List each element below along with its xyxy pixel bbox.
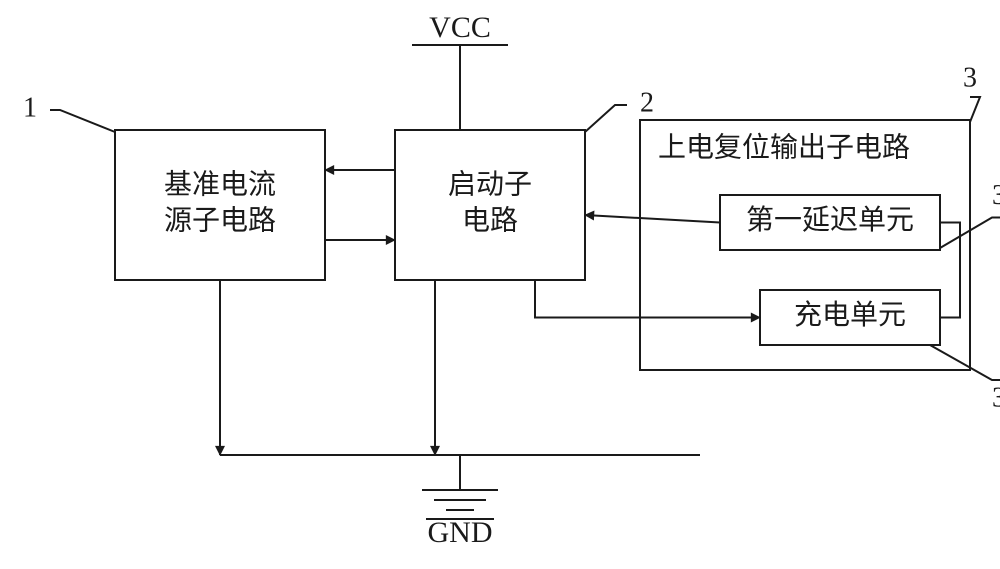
- vcc-label: VCC: [429, 11, 491, 44]
- block31-label: 充电单元: [794, 299, 906, 331]
- svg-text:31: 31: [992, 382, 1000, 413]
- gnd-label: GND: [428, 516, 493, 549]
- block2-label-line2: 电路: [462, 204, 518, 236]
- svg-text:32: 32: [992, 180, 1000, 211]
- block32-label: 第一延迟单元: [746, 204, 914, 236]
- svg-text:1: 1: [23, 92, 37, 123]
- block3-title: 上电复位输出子电路: [658, 131, 910, 163]
- block2-label-line1: 启动子: [448, 168, 532, 200]
- block1-label-line2: 源子电路: [164, 204, 276, 236]
- block1-label-line1: 基准电流: [164, 168, 276, 200]
- svg-text:2: 2: [640, 87, 654, 118]
- svg-text:3: 3: [963, 62, 977, 93]
